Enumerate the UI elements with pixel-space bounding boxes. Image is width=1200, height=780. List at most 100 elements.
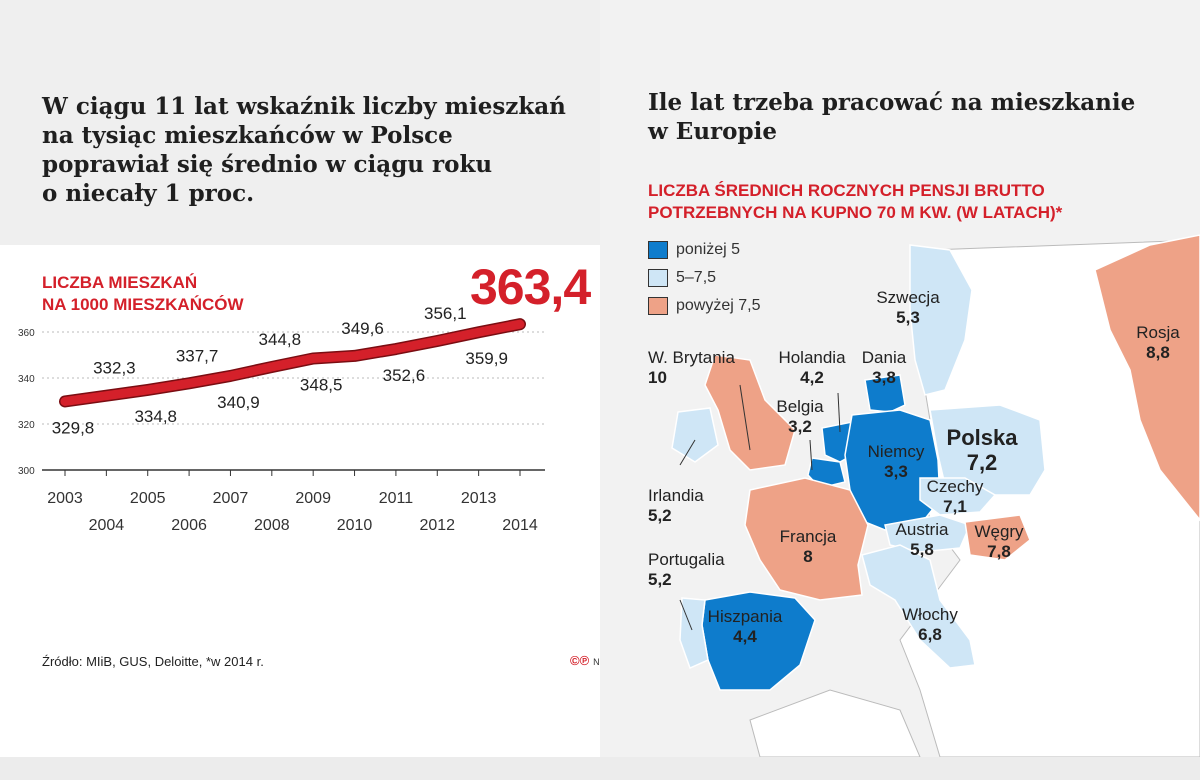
country-name: Rosja	[1136, 323, 1180, 342]
country-name: Hiszpania	[707, 607, 783, 626]
left-headline-background	[0, 0, 600, 245]
x-tick-label: 2003	[47, 490, 83, 507]
data-label: 359,9	[465, 349, 508, 368]
data-label: 344,8	[259, 330, 302, 349]
line-chart: 360 340 320 300 2003 2005 2007 2009 2011 2013 2004…	[18, 304, 545, 534]
country-label: Hiszpania 4,4	[685, 607, 805, 647]
legend-swatch	[648, 241, 668, 259]
legend-swatch	[648, 297, 668, 315]
data-label: 356,1	[424, 304, 467, 323]
chart-label-line: NA 1000 MIESZKAŃCÓW	[42, 295, 244, 314]
country-label: Włochy 6,8	[870, 605, 990, 645]
data-point	[519, 323, 521, 326]
y-tick-label: 340	[18, 374, 35, 385]
legend-label: powyżej 7,5	[676, 297, 761, 314]
country-label: Portugalia 5,2	[648, 550, 725, 590]
country-label: Szwecja 5,3	[848, 288, 968, 328]
right-panel: Ile lat trzeba pracować na mieszkanie w …	[600, 0, 1200, 757]
country-label: W. Brytania 10	[648, 348, 735, 388]
country-label: Czechy 7,1	[895, 477, 1015, 517]
uk-shape	[704, 354, 796, 471]
ireland-shape	[671, 407, 719, 463]
y-tick-label: 300	[18, 466, 35, 477]
map-subtitle-line: POTRZEBNYCH NA KUPNO 70 M KW. (W LATACH)…	[648, 203, 1063, 222]
x-tick-label: 2014	[502, 517, 538, 534]
left-headline-line: W ciągu 11 lat wskaźnik liczby mieszkań	[42, 93, 566, 120]
country-label: Holandia 4,2	[752, 348, 872, 388]
country-name: W. Brytania	[648, 348, 735, 367]
data-label: 352,6	[383, 366, 426, 385]
copyright-logo: ©℗NS	[570, 653, 606, 668]
country-value: 7,2	[966, 450, 998, 475]
legend-item: 5–7,5	[648, 264, 761, 292]
data-point	[146, 388, 149, 391]
data-point	[188, 382, 191, 385]
legend-label: 5–7,5	[676, 269, 717, 286]
country-value: 7,8	[987, 542, 1011, 561]
legend-item: poniżej 5	[648, 236, 761, 264]
country-value: 3,3	[884, 462, 908, 481]
y-tick-label: 360	[18, 328, 35, 339]
country-name: Włochy	[902, 605, 958, 624]
country-value: 3,8	[872, 368, 896, 387]
left-panel: W ciągu 11 lat wskaźnik liczby mieszkań …	[0, 0, 606, 757]
country-name: Niemcy	[867, 442, 925, 461]
data-label: 334,8	[134, 407, 177, 426]
country-label: Dania 3,8	[824, 348, 944, 388]
country-name: Dania	[861, 348, 907, 367]
europe-map	[671, 234, 1200, 757]
source-note: Źródło: MIiB, GUS, Deloitte, *w 2014 r.	[42, 654, 264, 669]
belgium-callout	[809, 439, 813, 471]
left-headline-line: na tysiąc mieszkańców w Polsce	[42, 122, 453, 149]
x-tick-label: 2006	[171, 517, 207, 534]
italy-shape	[861, 544, 976, 669]
portugal-shape	[679, 597, 709, 670]
data-point	[312, 357, 315, 360]
copyright-icon: ©℗	[570, 653, 590, 668]
data-point	[394, 348, 397, 351]
country-name: Szwecja	[876, 288, 940, 307]
country-name: Francja	[779, 527, 837, 546]
country-label: Polska 7,2	[922, 425, 1042, 475]
uk-callout	[739, 384, 751, 451]
left-headline-line: poprawiał się średnio w ciągu roku	[42, 151, 493, 178]
country-name: Irlandia	[648, 486, 704, 505]
country-value: 8	[803, 547, 813, 566]
sweden-shape	[909, 244, 973, 396]
data-point	[477, 331, 480, 334]
country-label: Rosja 8,8	[1098, 323, 1200, 363]
country-label: Francja 8	[748, 527, 868, 567]
ireland-callout	[679, 439, 696, 466]
country-value: 5,2	[648, 506, 672, 525]
left-headline: W ciągu 11 lat wskaźnik liczby mieszkań …	[42, 92, 566, 208]
data-label: 337,7	[176, 346, 219, 365]
legend-swatch	[648, 269, 668, 287]
x-tick-label: 2010	[337, 517, 373, 534]
country-label: Irlandia 5,2	[648, 486, 704, 526]
denmark-shape	[864, 374, 906, 413]
country-label: Niemcy 3,3	[836, 442, 956, 482]
country-value: 7,1	[943, 497, 967, 516]
russia-shape	[1094, 234, 1200, 522]
country-value: 10	[648, 368, 667, 387]
country-value: 4,4	[733, 627, 757, 646]
x-tick-label: 2004	[89, 517, 125, 534]
y-tick-label: 320	[18, 420, 35, 431]
country-name: Austria	[895, 520, 949, 539]
portugal-callout	[679, 599, 693, 631]
series-line	[60, 319, 525, 406]
data-label: 348,5	[300, 375, 343, 394]
callout-lines	[679, 384, 841, 631]
x-tick-label: 2012	[419, 517, 455, 534]
netherlands-callout	[837, 392, 841, 433]
map-background-land	[749, 239, 1200, 757]
poland-shape	[929, 404, 1046, 496]
country-name: Węgry	[974, 522, 1024, 541]
data-point	[270, 365, 273, 368]
data-point	[353, 354, 356, 357]
data-label: 349,6	[341, 319, 384, 338]
country-name: Portugalia	[648, 550, 725, 569]
data-label: 332,3	[93, 359, 136, 378]
x-tick-label: 2005	[130, 490, 166, 507]
x-tick-label: 2007	[213, 490, 249, 507]
